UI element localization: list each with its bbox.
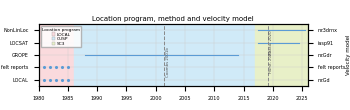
Point <box>47 66 53 68</box>
Legend: LOCAL, CUSP, SC3: LOCAL, CUSP, SC3 <box>41 26 82 47</box>
Point <box>47 79 53 81</box>
Text: Coombs 2001b: Coombs 2001b <box>166 47 170 77</box>
Point <box>42 79 47 81</box>
Point <box>42 66 47 68</box>
Title: Location program, method and velocity model: Location program, method and velocity mo… <box>92 16 254 22</box>
Point <box>59 66 65 68</box>
Y-axis label: Velocity model: Velocity model <box>346 35 350 75</box>
Point <box>65 79 71 81</box>
Point <box>53 66 59 68</box>
Text: Ristau, 2020: Ristau, 2020 <box>270 30 273 55</box>
Point <box>53 79 59 81</box>
Bar <box>38 24 74 86</box>
Point <box>59 79 65 81</box>
Bar <box>74 24 255 86</box>
Point <box>65 66 71 68</box>
Bar <box>255 24 308 86</box>
Text: Hurst, 2020: Hurst, 2020 <box>270 50 273 73</box>
